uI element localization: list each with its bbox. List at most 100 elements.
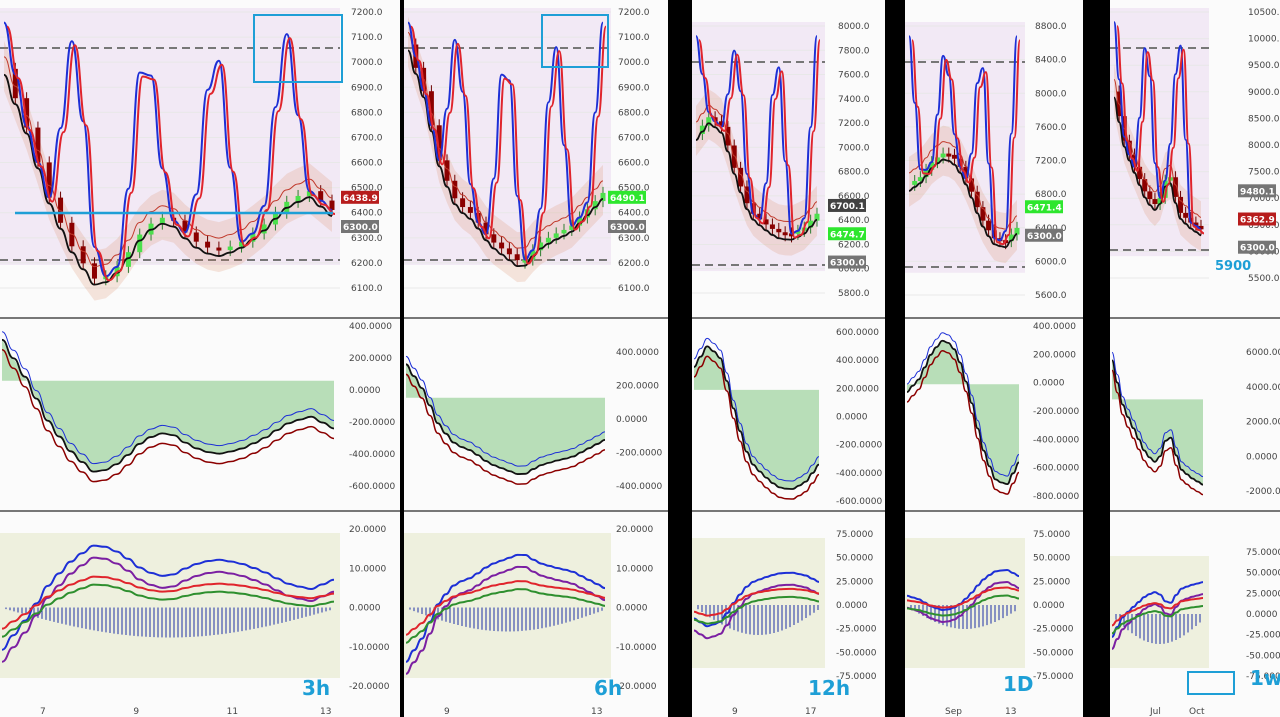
candle-down bbox=[506, 248, 512, 255]
candle-down bbox=[1193, 222, 1199, 226]
oscillator-tick-label: 25.0000 bbox=[836, 577, 873, 587]
candle-down bbox=[205, 241, 211, 248]
oscillator-tick-label: 75.0000 bbox=[1033, 530, 1070, 540]
candle-up bbox=[592, 201, 598, 210]
candle-down bbox=[329, 200, 335, 210]
oscillator-line-purple bbox=[405, 565, 606, 675]
stoch-line-red bbox=[911, 39, 1021, 246]
price-tick-label: 7000.0 bbox=[838, 143, 870, 153]
macd-tick-label: -600.0000 bbox=[836, 497, 882, 507]
candle-down bbox=[46, 162, 52, 198]
candle-down bbox=[1178, 196, 1184, 213]
price-tick-label: 6700.0 bbox=[351, 133, 383, 143]
chart-svg-6h: 7200.0 7100.0 7000.0 6900.0 6800.0 6700.0 6600… bbox=[404, 0, 668, 717]
chart-svg-12h: 8000.0 7800.0 7600.0 7400.0 7200.0 7000.0 6800… bbox=[692, 0, 885, 717]
candle-down bbox=[1142, 179, 1148, 192]
x-tick-label: Jul bbox=[1149, 707, 1161, 717]
macd-tick-label: 0.0000 bbox=[349, 386, 381, 396]
oscillator-tick-label: -10.0000 bbox=[349, 643, 390, 653]
oscillator-tick-label: 25.0000 bbox=[1033, 577, 1070, 587]
x-tick-label: 13 bbox=[591, 707, 602, 717]
chart-svg-1w: 10500.0 10000.0 9500.0 9000.0 8500.0 8000.0 75… bbox=[1110, 0, 1280, 717]
macd-line-black bbox=[1, 338, 335, 473]
candle-down bbox=[769, 224, 775, 229]
stoch-line-blue bbox=[3, 21, 333, 278]
timeframe-label-1w: 1w bbox=[1250, 666, 1280, 690]
candle-down bbox=[1183, 212, 1189, 218]
candle-down bbox=[24, 98, 30, 128]
candle-down bbox=[35, 127, 41, 163]
oscillator-tick-label: 10.0000 bbox=[349, 564, 386, 574]
price-label-box bbox=[608, 190, 646, 204]
moving-average-red bbox=[407, 32, 604, 249]
price-tick-label: 7000.0 bbox=[1248, 194, 1280, 204]
candle-down bbox=[452, 180, 458, 199]
oscillator-line-red bbox=[693, 587, 820, 617]
candle-up bbox=[239, 241, 245, 247]
price-label-text: 6490.1 bbox=[610, 194, 645, 204]
candle-down bbox=[963, 166, 969, 179]
x-tick-label: 13 bbox=[1005, 707, 1016, 717]
macd-tick-label: -800.0000 bbox=[1033, 492, 1079, 502]
price-label-box bbox=[1238, 184, 1276, 198]
highlight-box bbox=[253, 14, 343, 83]
timeframe-label-12h: 12h bbox=[808, 676, 851, 700]
candle-down bbox=[318, 191, 324, 201]
macd-tick-label: -200.0000 bbox=[616, 449, 662, 459]
candle-up bbox=[1014, 227, 1020, 235]
candle-down bbox=[467, 207, 473, 213]
candle-up bbox=[808, 220, 814, 228]
candle-down bbox=[58, 197, 64, 223]
candle-down bbox=[789, 233, 795, 237]
candle-down bbox=[969, 178, 975, 192]
price-label-box bbox=[608, 220, 646, 233]
candle-up bbox=[706, 117, 712, 126]
candle-up bbox=[227, 246, 233, 251]
macd-tick-label: 200.0000 bbox=[1033, 350, 1076, 360]
candle-down bbox=[991, 230, 997, 239]
oscillator-tick-label: 0.0000 bbox=[1246, 610, 1278, 620]
candle-up bbox=[912, 181, 918, 185]
price-tick-label: 9000.0 bbox=[1248, 88, 1280, 98]
highlight-box bbox=[541, 14, 609, 68]
price-tick-label: 5800.0 bbox=[838, 289, 870, 299]
price-tick-label: 6100.0 bbox=[618, 284, 650, 294]
chart-svg-1D: 8800.08400.08000.07600.07200.06800.06400… bbox=[905, 0, 1083, 717]
price-tick-label: 7000.0 bbox=[351, 58, 383, 68]
oscillator-tick-label: -20.0000 bbox=[349, 682, 390, 692]
moving-average-red bbox=[3, 56, 333, 268]
macd-tick-label: 2000.0000 bbox=[1246, 418, 1280, 428]
price-tick-label: 7200.0 bbox=[351, 8, 383, 18]
candle-down bbox=[491, 234, 497, 243]
macd-area bbox=[694, 346, 819, 489]
price-tick-label: 8800.0 bbox=[1035, 22, 1067, 32]
price-envelope bbox=[408, 16, 603, 283]
macd-tick-label: 0.0000 bbox=[1246, 452, 1278, 462]
candle-down bbox=[738, 167, 744, 187]
chart-panel-1d: 8800.08400.08000.07600.07200.06800.06400… bbox=[905, 0, 1083, 717]
price-label-box bbox=[341, 190, 379, 204]
oscillator-tick-label: -75.0000 bbox=[836, 672, 877, 682]
price-tick-label: 6200.0 bbox=[351, 259, 383, 269]
oscillator-tick-label: -50.0000 bbox=[1033, 648, 1074, 658]
candle-up bbox=[261, 224, 267, 234]
chart-svg-3h: 7200.0 7100.0 7000.0 6900.0 6800.0 6700.0 6600… bbox=[0, 0, 400, 717]
candle-up bbox=[934, 157, 940, 163]
price-tick-label: 6000.0 bbox=[838, 265, 870, 275]
price-tick-label: 7200.0 bbox=[1035, 157, 1067, 167]
oscillator-tick-label: 75.0000 bbox=[836, 530, 873, 540]
x-tick-label: 7 bbox=[40, 707, 46, 717]
price-label-box bbox=[828, 255, 866, 269]
oscillator-line-green bbox=[1, 583, 335, 638]
macd-tick-label: -200.0000 bbox=[1033, 407, 1079, 417]
price-tick-label: 7600.0 bbox=[838, 71, 870, 81]
oscillator-line-blue bbox=[1, 544, 335, 651]
x-tick-label: 13 bbox=[320, 707, 331, 717]
oscillator-tick-label: -75.0000 bbox=[1033, 672, 1074, 682]
price-label-text: 6300.0 bbox=[343, 223, 378, 233]
candle-down bbox=[974, 191, 980, 208]
moving-average-red bbox=[695, 104, 818, 223]
chart-panel-6h: 7200.0 7100.0 7000.0 6900.0 6800.0 6700.0 6600… bbox=[404, 0, 668, 717]
moving-average-red bbox=[908, 141, 1018, 230]
candle-down bbox=[1172, 177, 1178, 197]
